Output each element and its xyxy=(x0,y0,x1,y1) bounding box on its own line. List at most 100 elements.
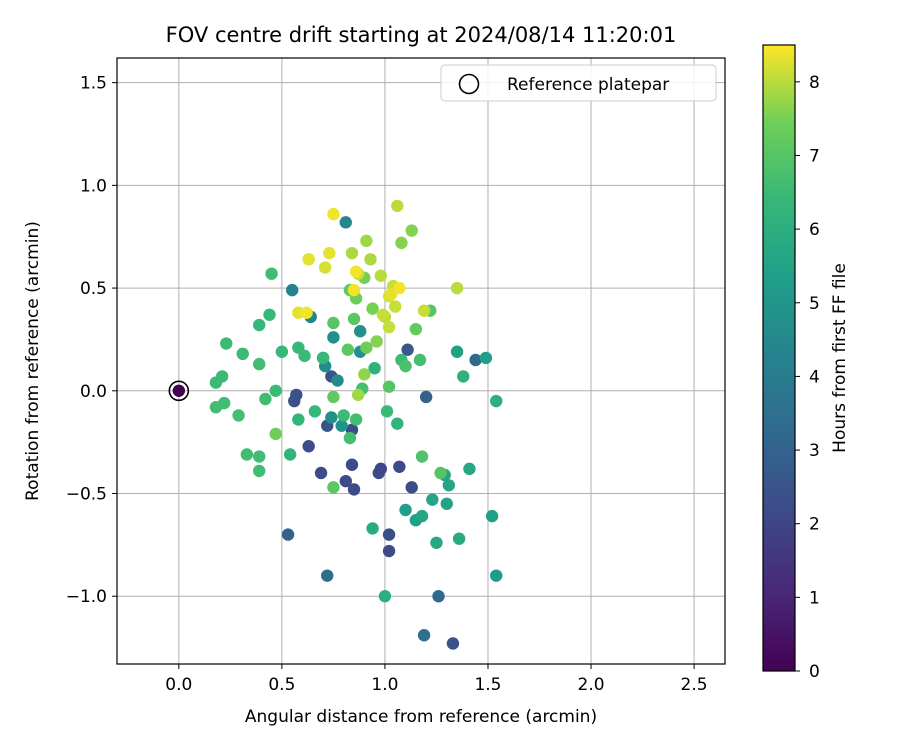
data-point xyxy=(339,474,352,488)
data-point xyxy=(469,353,482,367)
data-point xyxy=(347,283,361,297)
grid-lines xyxy=(117,58,725,664)
colorbar-tick-label: 8 xyxy=(809,73,820,93)
data-point xyxy=(308,405,322,418)
x-tick-label: 2.5 xyxy=(681,675,708,695)
legend-box xyxy=(440,64,717,102)
data-point xyxy=(215,370,229,383)
data-point xyxy=(323,246,336,260)
x-tick-label: 2.0 xyxy=(578,675,605,695)
axis-ticks: 0.0 0.5 1.0 1.5 2.0 2.5 −1.0 −0.5 0.0 0.5 1.0 1.5 xyxy=(66,74,708,695)
data-point xyxy=(354,325,367,338)
data-point xyxy=(265,267,278,280)
data-point xyxy=(399,359,412,373)
colorbar-tick-label: 0 xyxy=(809,662,820,682)
data-point xyxy=(360,341,373,354)
data-point xyxy=(432,590,445,603)
data-point xyxy=(415,450,429,463)
data-point xyxy=(370,335,383,348)
colorbar: 0 1 2 3 4 5 6 7 8 Hours from first FF file xyxy=(762,44,850,682)
data-point xyxy=(325,411,338,424)
data-point xyxy=(351,388,365,402)
data-point xyxy=(382,544,396,558)
data-point xyxy=(393,460,406,473)
data-point xyxy=(415,509,429,523)
chart-title: FOV centre drift starting at 2024/08/14 … xyxy=(166,23,677,47)
data-point xyxy=(490,394,503,408)
data-point xyxy=(259,392,272,406)
data-point xyxy=(327,481,340,494)
data-point xyxy=(366,522,379,535)
data-point xyxy=(321,569,334,582)
data-point xyxy=(314,466,328,480)
y-tick-label: −1.0 xyxy=(66,587,107,607)
y-tick-label: 1.0 xyxy=(80,176,107,196)
data-point xyxy=(318,261,332,274)
y-axis-label: Rotation from reference (arcmin) xyxy=(23,221,43,501)
data-point xyxy=(292,413,305,426)
data-point xyxy=(490,569,503,582)
data-point xyxy=(442,479,456,492)
data-point xyxy=(450,281,464,295)
colorbar-tick-label: 2 xyxy=(809,515,820,535)
legend-label: Reference platepar xyxy=(507,75,669,95)
colorbar-tick-label: 7 xyxy=(809,146,820,166)
data-point xyxy=(378,590,392,603)
data-point xyxy=(485,509,499,523)
data-points xyxy=(168,199,503,650)
data-point xyxy=(391,199,404,213)
data-point xyxy=(358,368,371,381)
legend: Reference platepar xyxy=(440,64,717,102)
y-tick-label: 0.5 xyxy=(80,279,107,299)
colorbar-tick-label: 3 xyxy=(809,441,820,461)
data-point xyxy=(345,458,359,471)
data-point xyxy=(316,351,330,365)
data-point xyxy=(434,466,447,480)
data-point xyxy=(463,462,476,476)
data-point xyxy=(300,306,313,319)
data-point xyxy=(399,503,412,517)
data-point xyxy=(302,253,315,266)
data-point xyxy=(236,347,249,361)
y-tick-label: −0.5 xyxy=(66,484,107,504)
data-point xyxy=(345,246,359,260)
data-point xyxy=(269,427,282,441)
data-point xyxy=(327,390,340,404)
data-point xyxy=(217,396,231,410)
data-point xyxy=(376,308,390,321)
colorbar-ticks: 0 1 2 3 4 5 6 7 8 xyxy=(795,73,820,682)
data-point xyxy=(283,448,297,461)
colorbar-tick-label: 5 xyxy=(809,294,820,314)
colorbar-tick-label: 4 xyxy=(809,367,820,387)
colorbar-gradient xyxy=(762,44,796,672)
colorbar-tick-label: 6 xyxy=(809,220,820,240)
data-point xyxy=(446,637,460,650)
data-point xyxy=(393,281,406,295)
data-point xyxy=(281,528,295,541)
data-point xyxy=(232,409,245,422)
colorbar-tick-label: 1 xyxy=(809,588,820,608)
data-point xyxy=(417,629,431,642)
data-point xyxy=(419,390,433,404)
x-tick-label: 0.5 xyxy=(268,675,295,695)
data-point xyxy=(440,497,453,510)
y-tick-label: 0.0 xyxy=(80,382,107,402)
data-point xyxy=(374,269,388,282)
data-point xyxy=(335,419,348,432)
data-point xyxy=(364,253,377,266)
x-tick-label: 1.0 xyxy=(371,675,398,695)
data-point xyxy=(285,283,299,297)
reference-point-ring xyxy=(168,380,190,402)
data-point xyxy=(337,409,350,422)
data-point xyxy=(347,312,361,326)
data-point xyxy=(343,431,357,445)
data-point xyxy=(382,320,396,334)
data-point xyxy=(290,388,303,402)
data-point xyxy=(426,493,439,506)
reference-point xyxy=(172,384,186,397)
data-point xyxy=(253,464,266,478)
data-point xyxy=(302,440,315,453)
data-point xyxy=(382,528,396,541)
data-point xyxy=(450,345,464,358)
